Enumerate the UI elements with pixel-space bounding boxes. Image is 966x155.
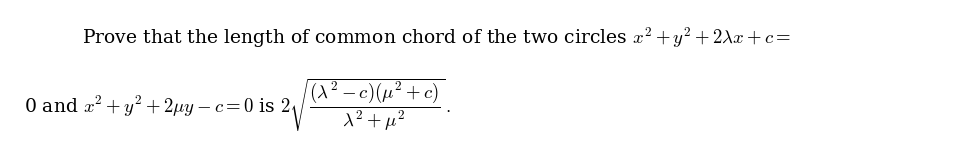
Text: 0 and $x^2 + y^2 + 2\mu y - c = 0$ is $2\sqrt{\dfrac{(\lambda^2 - c)(\mu^2 + c)}: 0 and $x^2 + y^2 + 2\mu y - c = 0$ is $2… bbox=[24, 77, 452, 134]
Text: Prove that the length of common chord of the two circles $x^2 + y^2 + 2\lambda x: Prove that the length of common chord of… bbox=[82, 25, 791, 50]
